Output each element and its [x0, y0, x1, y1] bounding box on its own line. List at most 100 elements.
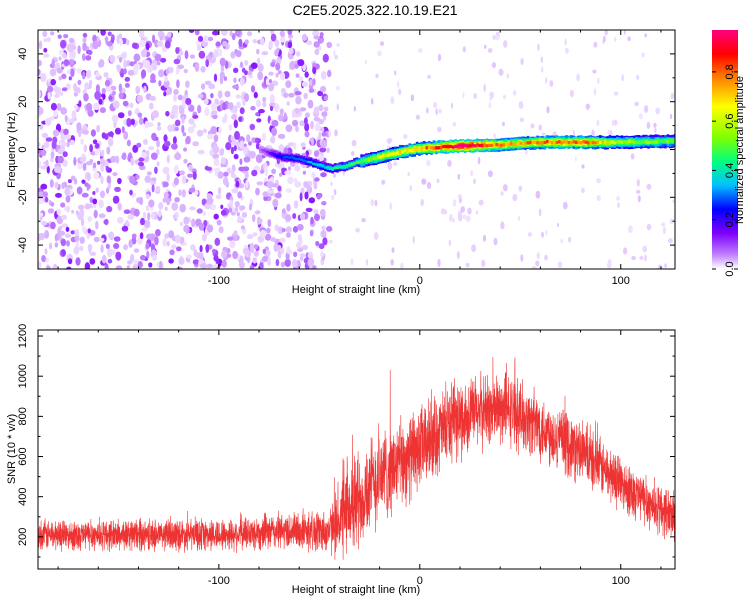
noise-speckle [96, 124, 100, 133]
ridge-cell [584, 140, 588, 144]
noise-speckle [524, 149, 528, 155]
noise-speckle [209, 203, 217, 211]
noise-speckle [201, 83, 206, 90]
noise-speckle [286, 101, 290, 106]
noise-speckle [76, 186, 83, 195]
noise-speckle [335, 86, 340, 91]
ridge-cell [543, 140, 547, 145]
noise-speckle [167, 31, 172, 38]
noise-speckle [262, 248, 266, 254]
noise-speckle [116, 34, 120, 44]
noise-speckle [627, 36, 631, 42]
noise-speckle [44, 230, 50, 239]
ridge-cell [495, 143, 498, 147]
noise-speckle [109, 55, 116, 63]
noise-speckle [227, 167, 232, 174]
noise-speckle [303, 92, 308, 100]
noise-speckle [172, 214, 176, 220]
ridge-cell [521, 142, 525, 146]
noise-speckle [373, 231, 379, 240]
noise-speckle [320, 71, 327, 80]
noise-speckle [311, 172, 316, 179]
noise-speckle [130, 157, 135, 166]
ridge-cell [454, 144, 457, 149]
noise-speckle [326, 226, 333, 232]
noise-speckle [183, 68, 188, 74]
noise-speckle [50, 31, 55, 36]
noise-speckle [107, 258, 113, 264]
ridge-cell [664, 139, 667, 143]
noise-speckle [95, 143, 100, 149]
ridge-cell [603, 140, 607, 144]
noise-speckle [212, 30, 219, 36]
noise-speckle [564, 38, 567, 46]
noise-speckle [213, 158, 220, 167]
noise-speckle [331, 194, 335, 200]
noise-speckle [174, 197, 180, 203]
noise-speckle [470, 170, 474, 177]
noise-speckle [312, 66, 317, 75]
ridge-cell [312, 162, 315, 165]
ridge-cell [423, 145, 426, 150]
noise-speckle [197, 104, 202, 114]
noise-speckle [568, 236, 571, 243]
noise-speckle [92, 139, 98, 145]
noise-speckle [254, 137, 259, 144]
noise-speckle [46, 265, 51, 269]
noise-speckle [44, 248, 48, 255]
ridge-cell [444, 144, 448, 149]
noise-speckle [267, 219, 272, 228]
ridge-cell [644, 140, 648, 144]
noise-speckle [438, 108, 442, 114]
noise-speckle [139, 30, 145, 39]
noise-speckle [221, 259, 227, 268]
noise-speckle [249, 123, 256, 131]
noise-speckle [272, 198, 279, 208]
noise-speckle [177, 94, 183, 101]
noise-speckle [113, 236, 121, 242]
noise-speckle [320, 230, 327, 238]
colorbar-tick-label: 0.0 [724, 261, 736, 276]
noise-speckle [268, 83, 275, 92]
noise-speckle [370, 98, 374, 105]
ridge-cell [492, 142, 496, 146]
ridge-cell [560, 141, 564, 145]
ridge-cell [288, 156, 291, 159]
noise-speckle [300, 187, 305, 194]
noise-speckle [253, 250, 259, 257]
noise-speckle [163, 134, 168, 143]
x-tick-label: 100 [612, 275, 630, 287]
noise-speckle [234, 130, 240, 140]
ridge-cell [379, 155, 383, 159]
noise-speckle [126, 60, 131, 67]
ridge-cell [389, 152, 392, 156]
noise-speckle [39, 212, 44, 218]
noise-speckle [244, 171, 249, 180]
ridge-cell [471, 143, 474, 147]
ridge-cell [640, 140, 643, 144]
noise-speckle [244, 60, 249, 66]
noise-speckle [124, 82, 130, 88]
noise-speckle [125, 39, 130, 46]
noise-speckle [197, 35, 204, 42]
noise-speckle [164, 206, 168, 211]
snr-panel: -100 0 100 200 400 600 800 1000 1200 Height of s… [6, 324, 676, 596]
noise-speckle [173, 58, 181, 65]
ridge-cell [343, 165, 346, 168]
noise-speckle [112, 100, 120, 109]
noise-speckle [41, 132, 49, 139]
noise-speckle [377, 50, 382, 57]
noise-speckle [90, 129, 96, 137]
noise-speckle [82, 53, 86, 62]
noise-speckle [449, 214, 453, 222]
spectrogram-panel: -100 0 100 -40 -20 0 20 40 Height of straight l… [6, 29, 676, 296]
ridge-cell [558, 140, 561, 144]
noise-speckle [276, 244, 282, 252]
ridge-cell [509, 141, 513, 146]
noise-speckle [250, 85, 256, 93]
noise-speckle [653, 122, 657, 128]
noise-speckle [231, 33, 236, 41]
noise-speckle [310, 216, 314, 225]
noise-speckle [320, 139, 328, 149]
ridge-cell [459, 143, 462, 148]
